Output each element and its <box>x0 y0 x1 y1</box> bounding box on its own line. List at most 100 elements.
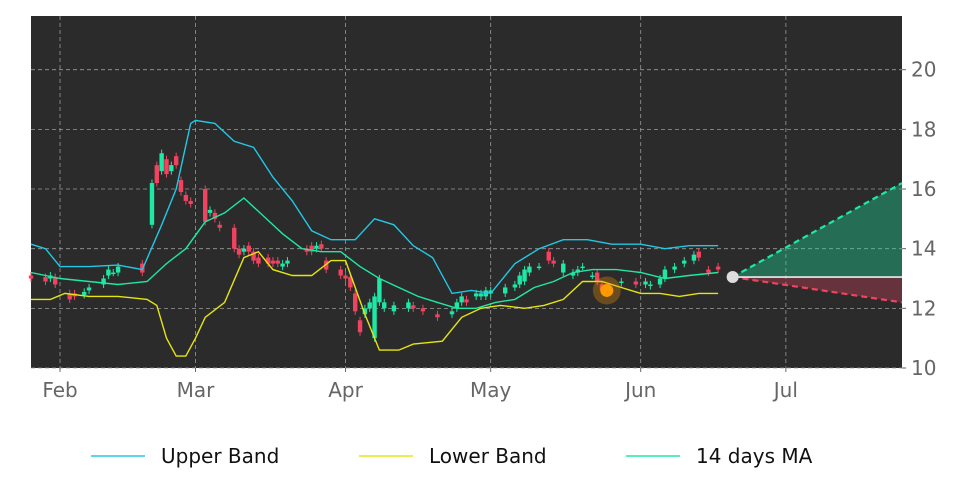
candle <box>280 260 285 271</box>
candle-body <box>101 278 106 285</box>
candle-body <box>488 290 493 294</box>
candle-body <box>314 245 319 249</box>
candle <box>522 265 527 286</box>
candle <box>241 245 247 256</box>
candle <box>406 298 411 312</box>
candle-body <box>478 293 484 297</box>
candle-body <box>590 275 595 278</box>
candle-body <box>643 281 648 285</box>
candle <box>435 310 440 321</box>
candle-body <box>304 248 310 252</box>
candle-body <box>449 311 455 315</box>
candle-body <box>246 245 251 252</box>
y-tick-label: 20 <box>911 58 936 82</box>
y-tick-label: 18 <box>911 117 936 141</box>
legend-label: Lower Band <box>429 444 547 468</box>
candle-body <box>503 287 508 294</box>
candle <box>357 316 363 336</box>
candle-body <box>149 183 155 225</box>
plot-background <box>31 16 902 368</box>
candle <box>682 257 687 268</box>
x-tick-label: Jun <box>623 378 656 402</box>
legend-item: Upper Band <box>91 444 279 468</box>
legend-label: 14 days MA <box>696 444 813 468</box>
candle-body <box>527 266 532 273</box>
candle-body <box>275 260 280 264</box>
series-line <box>30 197 719 309</box>
y-tick-label: 12 <box>911 296 936 320</box>
candle <box>706 265 711 277</box>
candle <box>52 273 58 289</box>
candle <box>662 265 668 283</box>
candle <box>483 286 489 300</box>
candle <box>246 242 251 256</box>
candle-body <box>343 275 348 279</box>
candle <box>217 221 222 232</box>
candle-body <box>115 266 121 273</box>
candle-body <box>43 277 48 282</box>
candle-body <box>546 251 551 261</box>
candle-body <box>319 244 324 249</box>
candle <box>503 283 508 298</box>
candle-body <box>338 269 343 276</box>
candle-body <box>367 302 372 309</box>
candle <box>338 265 343 280</box>
candle-body <box>536 266 542 269</box>
candle-body <box>619 281 624 283</box>
y-tick-label: 16 <box>911 177 936 201</box>
candle <box>82 288 87 299</box>
candle <box>275 257 280 268</box>
candle-body <box>280 263 285 267</box>
candle <box>343 271 348 283</box>
candle <box>149 179 155 229</box>
candle <box>188 197 193 208</box>
candle <box>86 283 92 295</box>
candle-body <box>483 290 489 297</box>
candle-body <box>459 296 464 303</box>
x-tick-label: May <box>470 378 512 402</box>
legend-item: 14 days MA <box>626 444 813 468</box>
candle <box>590 271 595 280</box>
legend: Upper Band Lower Band 14 days MA <box>91 444 813 468</box>
candle <box>551 257 556 268</box>
candle-body <box>575 269 580 273</box>
candle <box>106 265 111 280</box>
candle-body <box>551 260 556 264</box>
series-line <box>31 250 719 357</box>
candle <box>517 271 522 289</box>
candle <box>575 265 580 277</box>
candle <box>319 240 324 253</box>
candle-body <box>362 308 368 315</box>
candle-body <box>164 159 169 175</box>
candle-body <box>285 260 290 264</box>
candle <box>251 248 256 265</box>
candle <box>372 292 377 342</box>
candle <box>454 298 460 312</box>
candle-body <box>715 266 721 270</box>
candle <box>101 274 106 289</box>
candle <box>420 304 426 315</box>
candle <box>464 295 469 306</box>
candle <box>353 289 358 315</box>
candle-body <box>682 260 687 264</box>
candle <box>512 280 518 292</box>
candle <box>154 161 160 187</box>
candle <box>309 242 314 256</box>
x-tick-label: Jul <box>772 378 798 402</box>
candle-body <box>420 308 426 312</box>
candle <box>619 277 624 287</box>
candle-body <box>512 284 518 288</box>
candle <box>594 268 600 286</box>
candle-body <box>106 269 111 276</box>
candle-body <box>154 165 160 184</box>
candle-body <box>217 224 222 228</box>
candle-body <box>406 302 411 309</box>
candle-body <box>706 269 711 273</box>
candle-body <box>82 291 87 295</box>
forecast-upper-line <box>732 182 903 278</box>
candle <box>561 260 566 277</box>
forecast-cone <box>732 182 903 304</box>
candle-body <box>178 180 184 192</box>
candle <box>169 161 174 175</box>
